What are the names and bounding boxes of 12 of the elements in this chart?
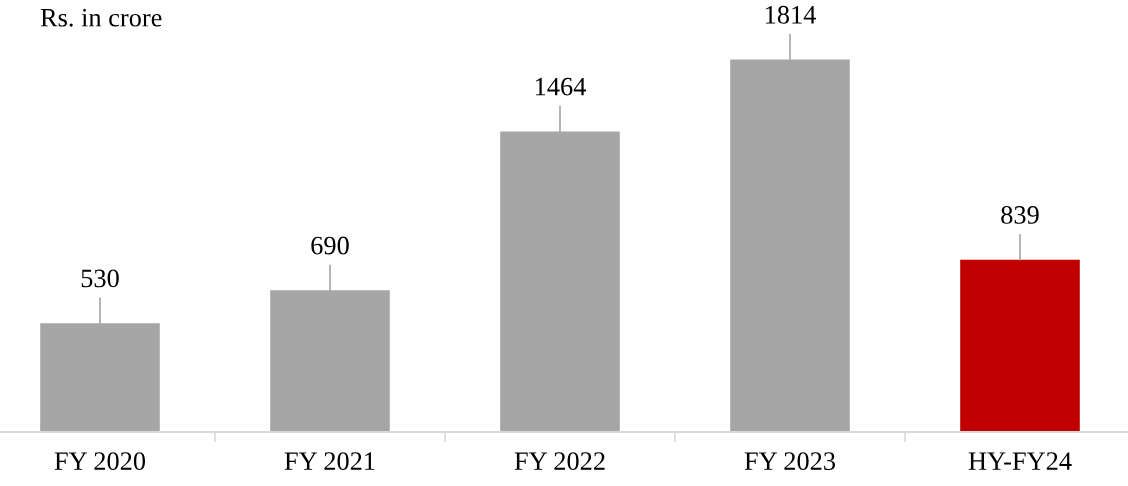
x-tick-label: FY 2023 — [744, 452, 836, 471]
data-label: 690 — [311, 236, 349, 255]
x-tick-label: HY-FY24 — [968, 452, 1072, 470]
data-label: 1814 — [765, 5, 816, 24]
data-label: 1464 — [535, 77, 586, 96]
bar — [960, 259, 1080, 432]
chart-title: Rs. in crore — [40, 8, 162, 27]
x-tick-label: FY 2021 — [284, 452, 375, 471]
data-label: 839 — [1001, 206, 1039, 224]
x-tick-label: FY 2020 — [54, 452, 146, 471]
x-tick-label: FY 2022 — [514, 452, 605, 471]
data-label: 530 — [81, 269, 119, 288]
